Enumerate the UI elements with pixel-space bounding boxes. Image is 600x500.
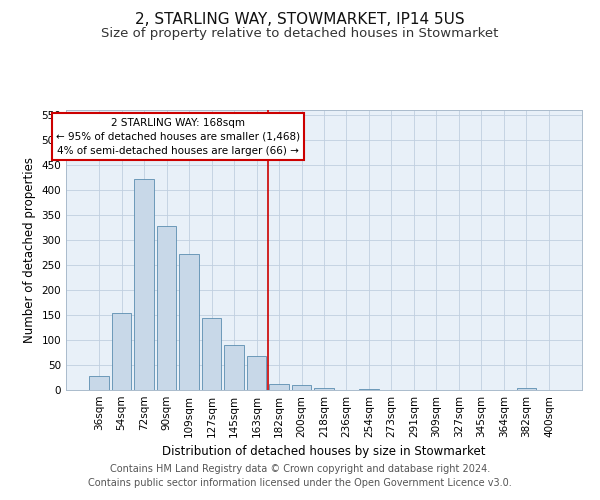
Text: Contains HM Land Registry data © Crown copyright and database right 2024.
Contai: Contains HM Land Registry data © Crown c… (88, 464, 512, 487)
Bar (517, 388, 536, 390)
Bar (89, 376, 109, 390)
Bar (179, 254, 199, 390)
Bar (359, 388, 379, 390)
Text: 2, STARLING WAY, STOWMARKET, IP14 5US: 2, STARLING WAY, STOWMARKET, IP14 5US (135, 12, 465, 28)
Bar (292, 384, 311, 390)
Bar (269, 384, 289, 390)
Bar (134, 178, 154, 390)
X-axis label: Distribution of detached houses by size in Stowmarket: Distribution of detached houses by size … (162, 446, 486, 458)
Bar (224, 345, 244, 390)
Bar (157, 226, 176, 390)
Text: Size of property relative to detached houses in Stowmarket: Size of property relative to detached ho… (101, 28, 499, 40)
Y-axis label: Number of detached properties: Number of detached properties (23, 157, 36, 343)
Bar (314, 388, 334, 390)
Text: 2 STARLING WAY: 168sqm
← 95% of detached houses are smaller (1,468)
4% of semi-d: 2 STARLING WAY: 168sqm ← 95% of detached… (56, 118, 300, 156)
Bar (247, 356, 266, 390)
Bar (112, 312, 131, 390)
Bar (202, 318, 221, 390)
